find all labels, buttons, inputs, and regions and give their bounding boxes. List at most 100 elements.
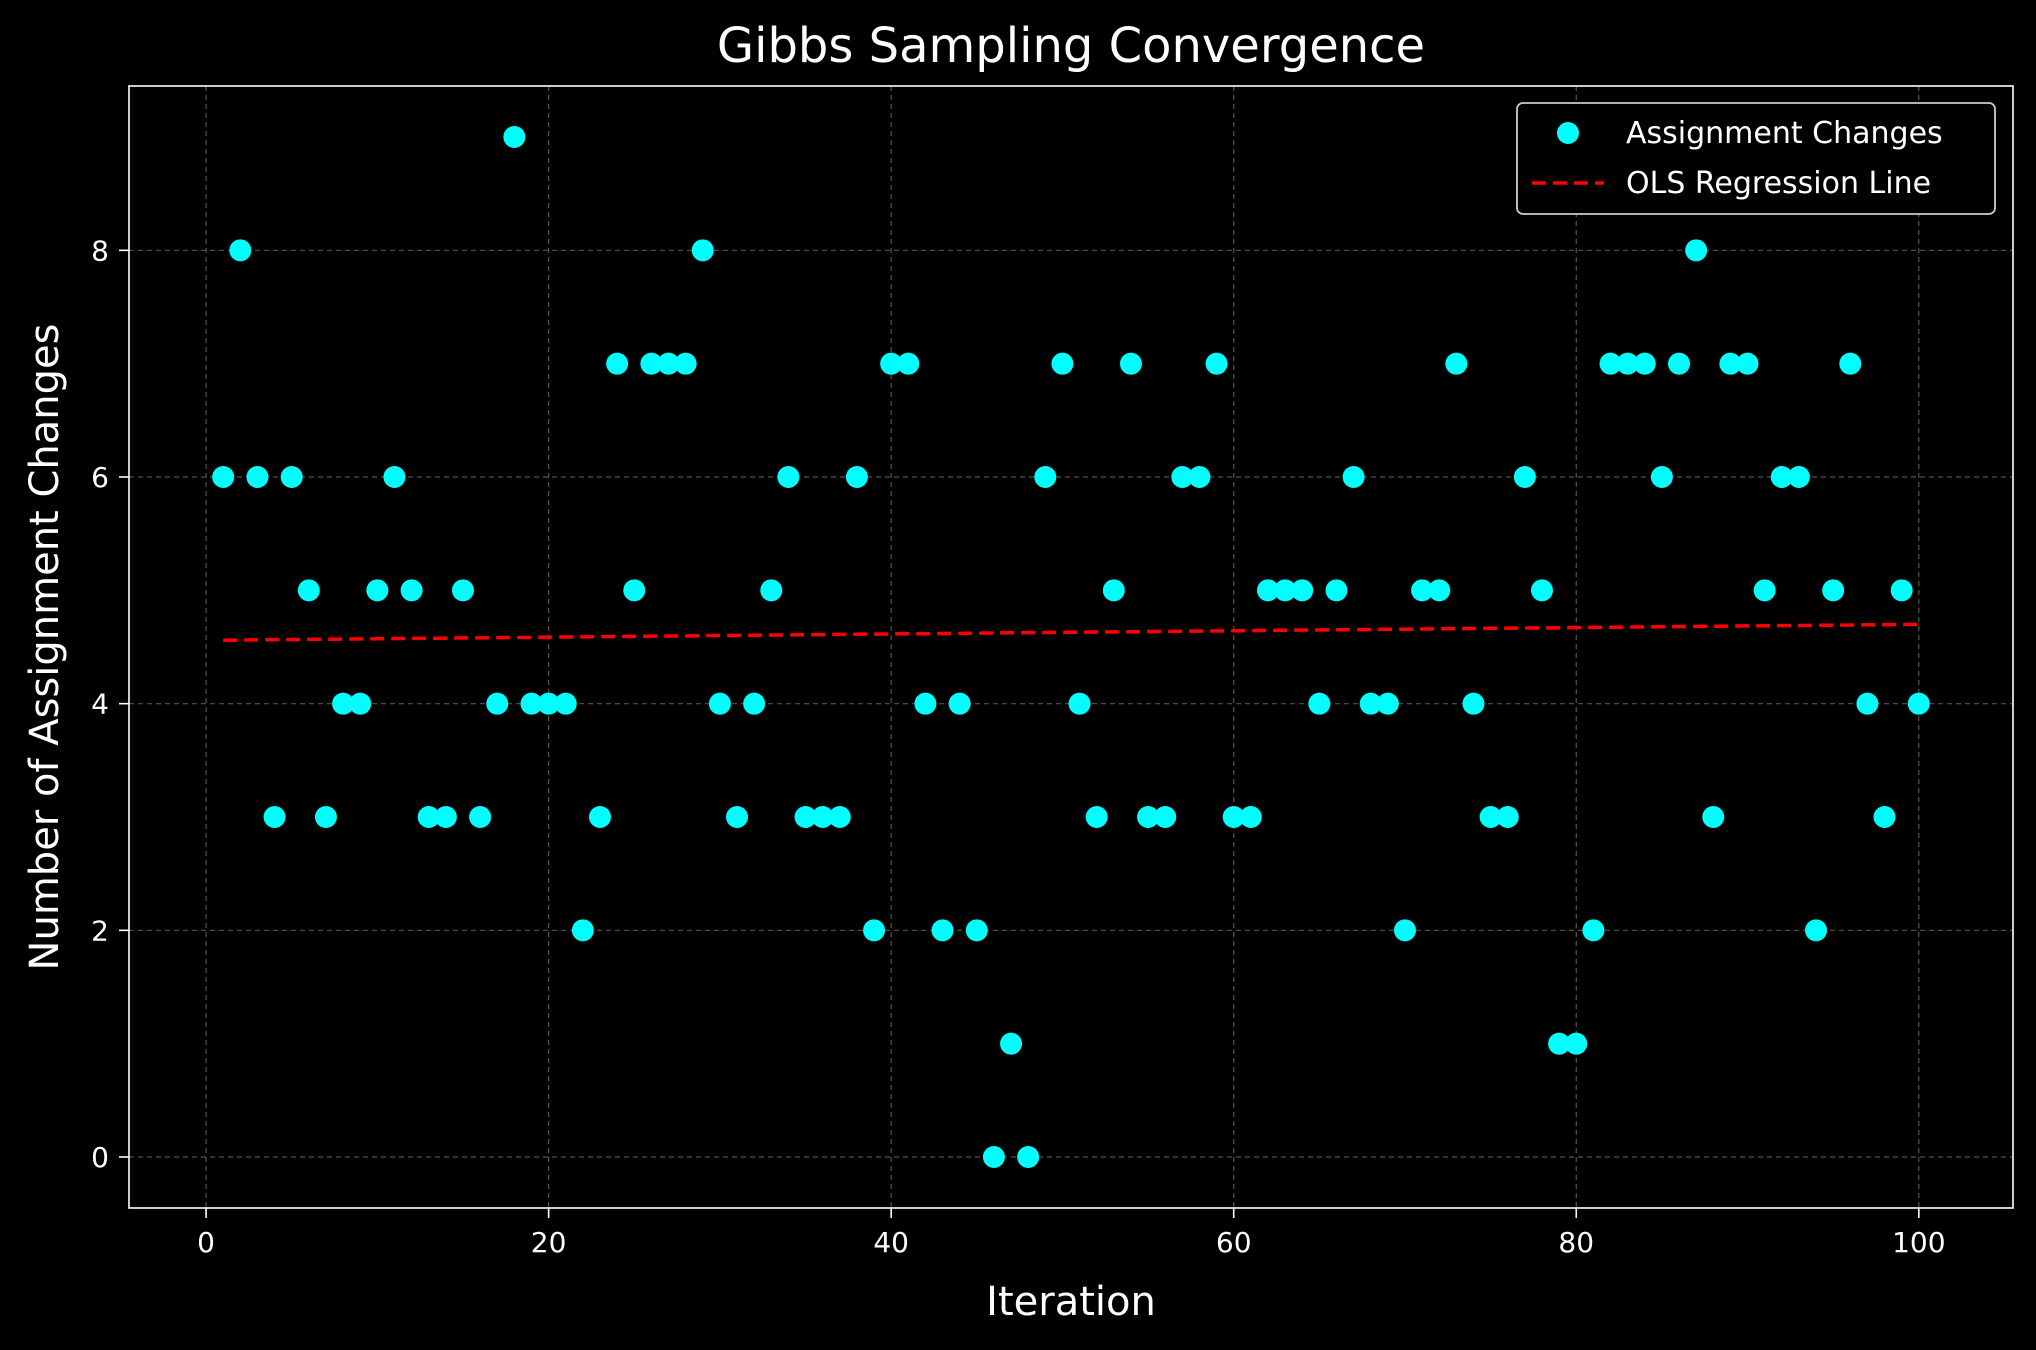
data-point bbox=[640, 352, 663, 375]
data-point bbox=[623, 579, 646, 602]
legend-label-ols-line: OLS Regression Line bbox=[1626, 166, 1931, 201]
data-point bbox=[1890, 579, 1913, 602]
data-point bbox=[434, 806, 457, 828]
y-tick-label: 6 bbox=[91, 461, 109, 494]
data-point bbox=[1513, 466, 1536, 488]
data-point bbox=[520, 692, 543, 715]
data-point bbox=[674, 352, 697, 375]
y-tick-label: 4 bbox=[91, 688, 109, 721]
data-point bbox=[982, 1146, 1005, 1168]
data-point bbox=[1000, 1032, 1023, 1055]
data-point bbox=[383, 466, 406, 488]
data-point bbox=[657, 352, 680, 375]
legend-marker-assignment-changes bbox=[1557, 122, 1579, 144]
axis-ticks: 0 20 40 60 80 100 0 2 4 6 8 bbox=[91, 234, 1945, 1259]
data-point bbox=[400, 579, 423, 602]
data-point bbox=[1531, 579, 1553, 602]
data-point bbox=[503, 126, 526, 148]
data-point bbox=[777, 466, 800, 488]
data-point bbox=[1154, 806, 1177, 828]
y-tick-label: 8 bbox=[91, 234, 109, 267]
data-point bbox=[537, 692, 560, 715]
data-point bbox=[1633, 352, 1656, 375]
data-point bbox=[1565, 1032, 1588, 1055]
x-tick-label: 20 bbox=[531, 1226, 567, 1259]
data-point bbox=[1445, 352, 1468, 375]
data-point bbox=[1102, 579, 1125, 602]
data-point bbox=[314, 806, 337, 828]
data-point bbox=[1702, 806, 1725, 828]
data-point bbox=[1496, 806, 1519, 828]
x-tick-label: 0 bbox=[197, 1226, 215, 1259]
data-point bbox=[811, 806, 834, 828]
data-point bbox=[1034, 466, 1057, 488]
data-point bbox=[1411, 579, 1434, 602]
data-point bbox=[229, 239, 252, 262]
data-point bbox=[1839, 352, 1862, 375]
data-point bbox=[297, 579, 320, 602]
data-point bbox=[246, 466, 269, 488]
data-point bbox=[1068, 692, 1091, 715]
data-point bbox=[1462, 692, 1485, 715]
data-point bbox=[486, 692, 509, 715]
data-point bbox=[1171, 466, 1194, 488]
x-axis-label: Iteration bbox=[986, 1279, 1156, 1325]
data-point bbox=[1548, 1032, 1571, 1055]
data-point bbox=[1668, 352, 1691, 375]
y-axis-label: Number of Assignment Changes bbox=[22, 324, 68, 971]
data-point bbox=[931, 919, 954, 942]
data-point bbox=[1205, 352, 1228, 375]
legend-box bbox=[1516, 102, 1996, 215]
x-tick-label: 40 bbox=[873, 1226, 909, 1259]
data-point bbox=[1873, 806, 1896, 828]
data-point bbox=[417, 806, 440, 828]
data-point bbox=[828, 806, 851, 828]
data-point bbox=[1599, 352, 1622, 375]
data-point bbox=[1736, 352, 1759, 375]
data-point bbox=[1685, 239, 1708, 262]
data-point bbox=[743, 692, 766, 715]
data-point bbox=[794, 806, 817, 828]
data-point bbox=[691, 239, 714, 262]
y-tick-label: 2 bbox=[91, 914, 109, 947]
data-point bbox=[1256, 579, 1279, 602]
plot-frame bbox=[128, 85, 2014, 1209]
data-point bbox=[1274, 579, 1297, 602]
legend: Assignment Changes OLS Regression Line bbox=[1516, 102, 1996, 215]
data-point bbox=[1787, 466, 1810, 488]
data-point bbox=[845, 466, 868, 488]
series-layer bbox=[212, 126, 1930, 1168]
data-point bbox=[760, 579, 783, 602]
data-point bbox=[1393, 919, 1416, 942]
data-point bbox=[1719, 352, 1742, 375]
data-point bbox=[1239, 806, 1262, 828]
legend-label-assignment-changes: Assignment Changes bbox=[1626, 116, 1943, 151]
data-point bbox=[606, 352, 629, 375]
x-tick-label: 60 bbox=[1216, 1226, 1252, 1259]
data-point bbox=[1017, 1146, 1040, 1168]
data-point bbox=[1650, 466, 1673, 488]
data-point bbox=[708, 692, 731, 715]
data-point bbox=[451, 579, 474, 602]
data-point bbox=[212, 466, 235, 488]
data-point bbox=[332, 692, 355, 715]
data-point bbox=[1582, 919, 1605, 942]
data-point bbox=[554, 692, 577, 715]
data-point bbox=[1325, 579, 1348, 602]
data-point bbox=[863, 919, 886, 942]
data-point bbox=[1222, 806, 1245, 828]
data-point bbox=[897, 352, 920, 375]
data-point bbox=[1428, 579, 1451, 602]
data-point bbox=[1616, 352, 1639, 375]
data-point bbox=[1479, 806, 1502, 828]
data-point bbox=[1308, 692, 1331, 715]
data-point bbox=[1188, 466, 1211, 488]
data-point bbox=[1085, 806, 1108, 828]
data-point bbox=[1753, 579, 1776, 602]
data-point bbox=[1805, 919, 1828, 942]
data-point bbox=[1856, 692, 1879, 715]
data-point bbox=[1770, 466, 1793, 488]
data-point bbox=[1342, 466, 1365, 488]
